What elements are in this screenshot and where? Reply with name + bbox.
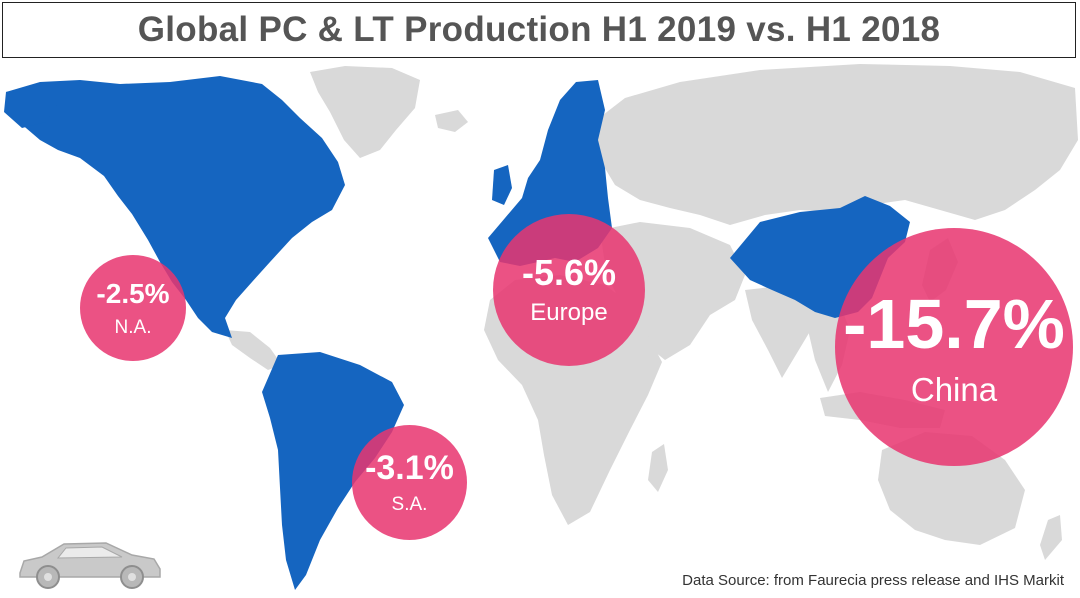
south-america-label: S.A.: [391, 494, 428, 515]
page-title: Global PC & LT Production H1 2019 vs. H1…: [137, 10, 941, 49]
europe-label: Europe: [530, 299, 608, 326]
greenland-shape: [310, 66, 420, 158]
india-shape: [745, 286, 818, 378]
europe-bubble: -5.6% Europe: [493, 214, 645, 366]
madagascar-shape: [648, 444, 668, 492]
china-bubble: -15.7% China: [835, 228, 1073, 466]
iceland-shape: [435, 110, 468, 132]
north-america-shape: [6, 76, 345, 338]
land-highlighted: [4, 76, 910, 590]
central-america-shape: [225, 330, 282, 370]
north-america-label: N.A.: [114, 316, 152, 338]
china-label: China: [910, 370, 998, 408]
north-america-bubble: -2.5% N.A.: [80, 255, 186, 361]
data-source-note: Data Source: from Faurecia press release…: [682, 572, 1064, 589]
south-america-shape: [262, 352, 404, 590]
europe-value: -5.6%: [521, 252, 617, 293]
uk-shape: [492, 165, 512, 205]
south-america-value: -3.1%: [365, 449, 454, 487]
china-value: -15.7%: [843, 284, 1065, 363]
new-zealand-shape: [1040, 515, 1062, 560]
car-icon: [19, 542, 161, 589]
north-america-value: -2.5%: [96, 277, 170, 309]
title-box: Global PC & LT Production H1 2019 vs. H1…: [2, 2, 1076, 58]
russia-shape: [590, 64, 1078, 225]
south-america-bubble: -3.1% S.A.: [352, 425, 467, 540]
alaska-shape: [4, 85, 60, 128]
